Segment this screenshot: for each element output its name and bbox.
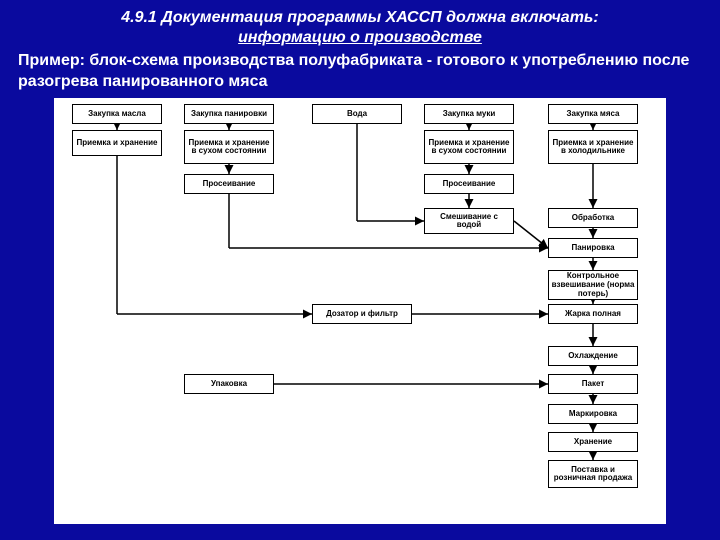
flowchart-node: Закупка муки — [424, 104, 514, 124]
flowchart-node: Приемка и хранение в холодильнике — [548, 130, 638, 164]
flowchart-node: Просеивание — [424, 174, 514, 194]
flowchart-node: Поставка и розничная продажа — [548, 460, 638, 488]
flowchart-node: Вода — [312, 104, 402, 124]
flowchart-node: Приемка и хранение в сухом состоянии — [184, 130, 274, 164]
flowchart-node: Закупка мяса — [548, 104, 638, 124]
flowchart-node: Приемка и хранение в сухом состоянии — [424, 130, 514, 164]
flowchart-node: Смешивание с водой — [424, 208, 514, 234]
flowchart-node: Контрольное взвешивание (норма потерь) — [548, 270, 638, 300]
example-text: Пример: блок-схема производства полуфабр… — [14, 51, 706, 93]
flowchart-node: Охлаждение — [548, 346, 638, 366]
flowchart-node: Просеивание — [184, 174, 274, 194]
flowchart-node: Пакет — [548, 374, 638, 394]
flowchart-node: Хранение — [548, 432, 638, 452]
flowchart-node: Обработка — [548, 208, 638, 228]
flowchart-node: Дозатор и фильтр — [312, 304, 412, 324]
flowchart-node: Закупка панировки — [184, 104, 274, 124]
slide-subtitle: информацию о производстве — [14, 29, 706, 47]
slide: 4.9.1 Документация программы ХАССП должн… — [0, 0, 720, 540]
flowchart: Закупка масла Закупка панировки Вода Закупк… — [54, 98, 666, 524]
flowchart-node: Маркировка — [548, 404, 638, 424]
slide-title: 4.9.1 Документация программы ХАССП должн… — [14, 8, 706, 29]
flowchart-node: Упаковка — [184, 374, 274, 394]
flowchart-node: Приемка и хранение — [72, 130, 162, 156]
flowchart-node: Закупка масла — [72, 104, 162, 124]
flowchart-node: Жарка полная — [548, 304, 638, 324]
flowchart-node: Панировка — [548, 238, 638, 258]
